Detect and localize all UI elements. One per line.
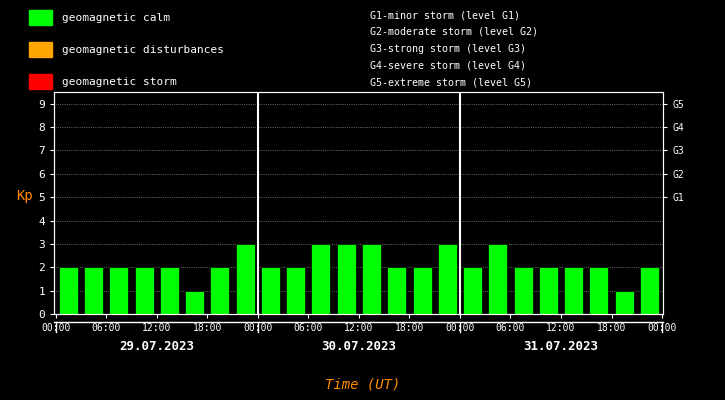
Bar	[564, 267, 583, 314]
Text: 29.07.2023: 29.07.2023	[119, 340, 194, 352]
Text: G5-extreme storm (level G5): G5-extreme storm (level G5)	[370, 77, 531, 87]
Bar	[463, 267, 482, 314]
Bar	[539, 267, 558, 314]
Bar	[59, 267, 78, 314]
Bar	[261, 267, 280, 314]
Bar	[135, 267, 154, 314]
Text: geomagnetic calm: geomagnetic calm	[62, 13, 170, 22]
Bar	[160, 267, 179, 314]
Text: geomagnetic disturbances: geomagnetic disturbances	[62, 45, 223, 55]
Bar	[312, 244, 331, 314]
Text: G2-moderate storm (level G2): G2-moderate storm (level G2)	[370, 27, 538, 37]
Bar	[513, 267, 533, 314]
Bar	[236, 244, 254, 314]
Text: 31.07.2023: 31.07.2023	[523, 340, 599, 352]
Bar	[210, 267, 229, 314]
Bar	[185, 291, 204, 314]
Bar	[413, 267, 431, 314]
Bar	[362, 244, 381, 314]
Bar	[84, 267, 103, 314]
Bar	[109, 267, 128, 314]
Bar	[387, 267, 406, 314]
Text: G1-minor storm (level G1): G1-minor storm (level G1)	[370, 10, 520, 20]
Bar	[438, 244, 457, 314]
Y-axis label: Kp: Kp	[17, 189, 33, 203]
Bar	[337, 244, 356, 314]
Text: 30.07.2023: 30.07.2023	[321, 340, 397, 352]
Bar	[489, 244, 508, 314]
Bar	[589, 267, 608, 314]
Bar	[286, 267, 305, 314]
Bar	[640, 267, 659, 314]
Text: geomagnetic storm: geomagnetic storm	[62, 77, 176, 87]
Text: Time (UT): Time (UT)	[325, 377, 400, 391]
Text: G4-severe storm (level G4): G4-severe storm (level G4)	[370, 60, 526, 70]
Bar	[615, 291, 634, 314]
Text: G3-strong storm (level G3): G3-strong storm (level G3)	[370, 44, 526, 54]
